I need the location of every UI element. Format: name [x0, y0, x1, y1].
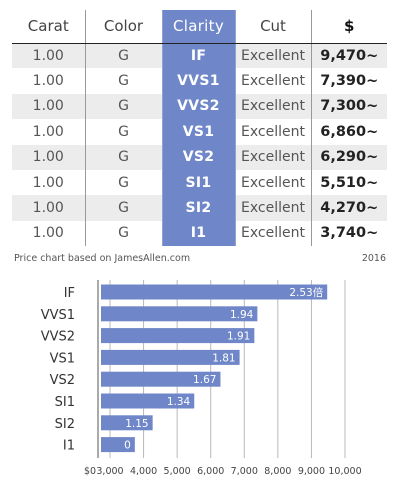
cell-color: G — [84, 144, 162, 170]
cell-carat: 1.00 — [32, 174, 64, 191]
cell-color: G — [84, 93, 162, 120]
cell-clarity: VVS1 — [161, 68, 236, 94]
category-label: IF — [64, 286, 75, 301]
header-color: Color — [84, 10, 162, 44]
year-caption: 2016 — [361, 253, 386, 264]
cell-cut: Excellent — [235, 43, 311, 69]
x-tick-label: 4,000 — [130, 466, 157, 477]
table-row: 1.00 G VS2 Excellent 6,290~ — [12, 144, 387, 170]
category-label: VVS1 — [41, 308, 75, 323]
cell-cut: Excellent — [235, 144, 311, 170]
cell-carat: 1.00 — [12, 93, 85, 120]
table-row: 1.00 G SI1 Excellent 5,510~ — [12, 169, 387, 196]
cell-carat: 1.00 — [12, 195, 85, 221]
source-caption: Price chart based on JamesAllen.com — [14, 253, 191, 264]
x-tick-label: 3,000 — [96, 466, 123, 477]
cell-color: G — [84, 43, 162, 69]
cell-clarity: IF — [161, 43, 236, 69]
bar-data-label: 0 — [124, 440, 131, 452]
x-tick-label: 9,000 — [298, 466, 325, 477]
cell-carat: 1.00 — [32, 225, 64, 242]
bar-data-label: 1.15 — [125, 418, 148, 430]
bar-data-label: 2.53倍 — [289, 286, 323, 299]
category-label: SI1 — [55, 395, 75, 410]
x-tick-label: 5,000 — [164, 466, 191, 477]
cell-price: 5,510~ — [310, 169, 387, 196]
bar-data-label: 1.94 — [230, 309, 254, 321]
bar — [101, 306, 258, 322]
price-bar-chart: IF 2.53倍 VVS1 1.94 VVS2 1.91 VS1 1.81 VS2 1.67 SI1… — [41, 280, 362, 477]
cell-cut: Excellent — [235, 195, 311, 221]
bar-data-label: 1.67 — [193, 374, 216, 386]
header-carat: Carat — [12, 10, 85, 44]
cell-carat: 1.00 — [12, 144, 85, 170]
bar-data-label: 1.91 — [227, 331, 250, 343]
header-clarity: Clarity — [161, 10, 236, 44]
cell-clarity: VVS2 — [161, 93, 236, 120]
price-table: Carat Color Clarity Cut $ 1.00 G IF Excelle… — [12, 10, 387, 247]
table-header-row: Carat Color Clarity Cut $ — [12, 10, 387, 44]
bar — [101, 371, 221, 387]
category-label: SI2 — [55, 417, 75, 432]
category-label: I1 — [63, 439, 75, 454]
cell-cut: Excellent — [241, 225, 305, 242]
cell-carat: 1.00 — [32, 73, 64, 90]
header-cut: Cut — [235, 10, 311, 44]
cell-clarity: I1 — [161, 220, 236, 247]
x-tick-label: 7,000 — [231, 466, 258, 477]
cell-carat: 1.00 — [32, 123, 64, 140]
cell-price: 6,290~ — [310, 144, 387, 170]
x-tick-label: 6,000 — [197, 466, 224, 477]
cell-clarity: VS1 — [161, 119, 236, 145]
cell-carat: 1.00 — [12, 43, 85, 69]
table-row: 1.00 G I1 Excellent 3,740~ — [12, 220, 387, 247]
bar — [101, 415, 153, 431]
cell-price: 9,470~ — [310, 43, 387, 69]
cell-cut: Excellent — [241, 73, 305, 90]
cell-clarity: SI1 — [161, 169, 236, 196]
bar — [101, 393, 195, 409]
x-tick-label: $0 — [84, 466, 96, 477]
cell-price: 7,300~ — [310, 93, 387, 120]
cell-cut: Excellent — [241, 174, 305, 191]
table-row: 1.00 G SI2 Excellent 4,270~ — [12, 195, 387, 221]
x-tick-label: 8,000 — [264, 466, 291, 477]
cell-price: 4,270~ — [310, 195, 387, 221]
cell-clarity: VS2 — [161, 144, 236, 170]
cell-price: 3,740~ — [310, 220, 387, 247]
bar — [101, 349, 240, 365]
category-label: VVS2 — [41, 330, 75, 345]
category-label: VS2 — [50, 373, 75, 388]
bar — [101, 328, 255, 344]
cell-color: G — [84, 220, 162, 247]
cell-color: G — [84, 119, 162, 145]
cell-price: 7,390~ — [310, 68, 387, 94]
x-tick-label: 10,000 — [328, 466, 361, 477]
cell-cut: Excellent — [241, 123, 305, 140]
bar-data-label: 1.81 — [212, 352, 235, 364]
bar-data-label: 1.34 — [167, 396, 191, 408]
bar — [101, 284, 328, 300]
table-row: 1.00 G VVS2 Excellent 7,300~ — [12, 93, 387, 120]
cell-color: G — [84, 68, 162, 94]
cell-clarity: SI2 — [161, 195, 236, 221]
table-row: 1.00 G VS1 Excellent 6,860~ — [12, 119, 387, 145]
bar — [101, 437, 135, 453]
table-body: 1.00 G IF Excellent 9,470~ 1.00 G VVS1 Excellent… — [12, 43, 387, 247]
table-row: 1.00 G IF Excellent 9,470~ — [12, 43, 387, 69]
header-price: $ — [310, 10, 387, 44]
category-label: VS1 — [50, 351, 75, 366]
cell-color: G — [84, 169, 162, 196]
cell-cut: Excellent — [235, 93, 311, 120]
cell-price: 6,860~ — [310, 119, 387, 145]
cell-color: G — [84, 195, 162, 221]
table-row: 1.00 G VVS1 Excellent 7,390~ — [12, 68, 387, 94]
